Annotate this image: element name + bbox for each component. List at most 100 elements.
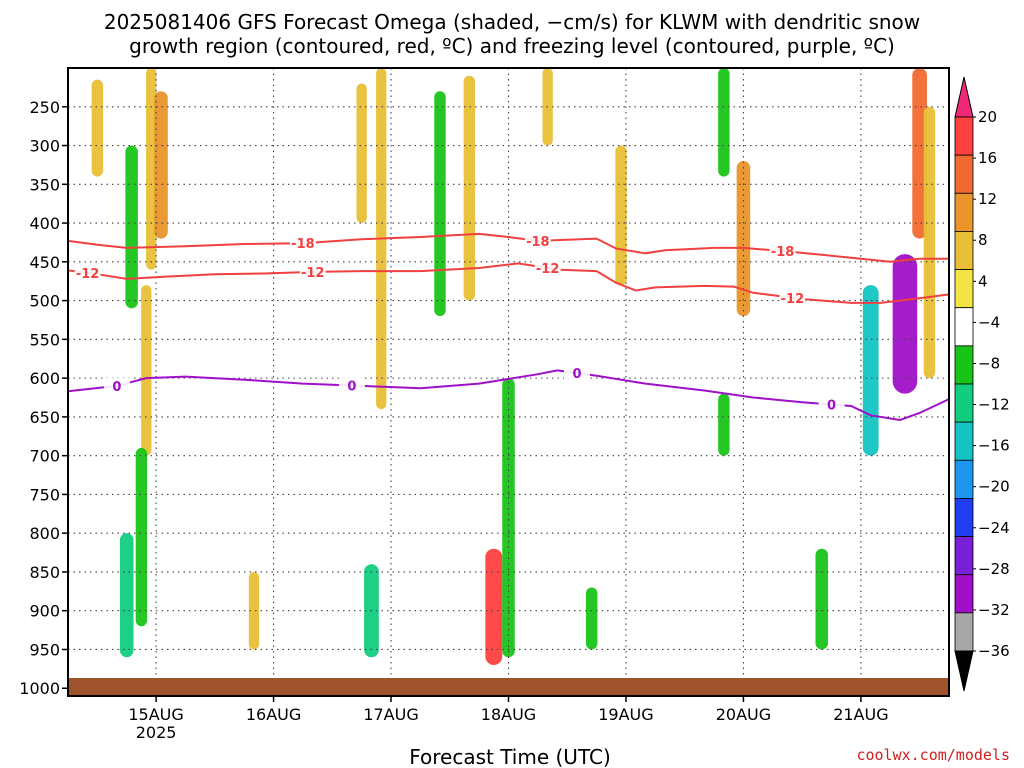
contour-label-bg--12-2 bbox=[534, 260, 561, 276]
x-tick-label-15AUG: 15AUG bbox=[128, 705, 183, 724]
y-tick-label-650: 650 bbox=[29, 408, 60, 427]
x-tick-label-19AUG: 19AUG bbox=[598, 705, 653, 724]
colorbar-label-0: 20 bbox=[978, 108, 997, 126]
credit-text: coolwx.com/models bbox=[856, 746, 1010, 764]
contour-label-bg-0-2 bbox=[564, 365, 591, 381]
colorbar-swatch-8 bbox=[954, 383, 974, 423]
omega-patch-11 bbox=[434, 91, 446, 317]
colorbar-top-arrow bbox=[954, 76, 974, 118]
colorbar-swatch-2 bbox=[954, 154, 974, 194]
omega-patch-1 bbox=[146, 68, 157, 270]
omega-patch-19 bbox=[615, 145, 627, 286]
contour-label--12-3: -12 bbox=[781, 292, 805, 307]
contour-label-0-0: 0 bbox=[112, 380, 121, 395]
y-tick-label-300: 300 bbox=[29, 137, 60, 156]
y-tick-label-700: 700 bbox=[29, 447, 60, 466]
colorbar-label-8: −16 bbox=[978, 437, 1010, 455]
colorbar-swatch-6 bbox=[954, 307, 974, 347]
contour-label-bg--18-1 bbox=[524, 232, 551, 248]
colorbar-swatch-14 bbox=[954, 612, 974, 652]
colorbar-swatch-12 bbox=[954, 536, 974, 576]
omega-patch-6 bbox=[135, 447, 148, 627]
colorbar-label-4: 4 bbox=[978, 272, 988, 290]
contour-label--12-0: -12 bbox=[76, 267, 100, 282]
colorbar-swatch-13 bbox=[954, 574, 974, 614]
colorbar-label-10: −24 bbox=[978, 519, 1010, 537]
y-tick-label-800: 800 bbox=[29, 524, 60, 543]
contour-label-bg--18-2 bbox=[769, 242, 796, 258]
omega-patch-25 bbox=[892, 254, 918, 394]
contour-label-0-1: 0 bbox=[347, 379, 356, 394]
colorbar-swatch-9 bbox=[954, 421, 974, 461]
contour-line--12 bbox=[67, 262, 950, 304]
x-tick-label-20AUG: 20AUG bbox=[716, 705, 771, 724]
omega-patch-22 bbox=[718, 393, 730, 456]
contour-label--12-2: -12 bbox=[536, 262, 560, 277]
y-axis: 250 300 350 400 450 500 550 600 650 700 750 800 850 9… bbox=[19, 98, 68, 698]
omega-patch-5 bbox=[119, 533, 134, 658]
contour-line--18 bbox=[67, 232, 949, 263]
x-tick-sublabel-15AUG: 2025 bbox=[136, 723, 177, 742]
x-tick-label-16AUG: 16AUG bbox=[246, 705, 301, 724]
x-axis-label: Forecast Time (UTC) bbox=[409, 745, 611, 768]
contour-label-0-3: 0 bbox=[827, 398, 836, 413]
x-tick-label-21AUG: 21AUG bbox=[833, 705, 888, 724]
colorbar-swatch-11 bbox=[954, 498, 974, 537]
colorbar-label-7: −12 bbox=[978, 396, 1010, 414]
y-tick-label-400: 400 bbox=[29, 214, 60, 233]
colorbar-label-3: 8 bbox=[978, 231, 988, 249]
contour-label-bg--12-0 bbox=[74, 264, 101, 280]
omega-patch-4 bbox=[125, 145, 138, 309]
y-tick-label-850: 850 bbox=[29, 563, 60, 582]
omega-patch-15 bbox=[502, 378, 515, 658]
contour-label-bg-0-0 bbox=[103, 377, 130, 393]
contour-label-bg-0-1 bbox=[338, 377, 365, 393]
omega-shading-layer bbox=[91, 68, 936, 665]
colorbar-swatch-7 bbox=[954, 345, 974, 385]
contour-label-bg--12-1 bbox=[299, 263, 326, 279]
colorbar: 20 16 12 8 4 −4 −8 −12 −16 −20 −24 −28 −32 −36 bbox=[954, 76, 1010, 692]
colorbar-label-2: 12 bbox=[978, 190, 997, 208]
colorbar-label-12: −32 bbox=[978, 601, 1010, 619]
y-tick-label-950: 950 bbox=[29, 640, 60, 659]
contour-label--18-2: -18 bbox=[771, 245, 795, 260]
omega-patch-2 bbox=[154, 91, 168, 239]
colorbar-label-13: −36 bbox=[978, 642, 1010, 660]
colorbar-swatch-3 bbox=[954, 192, 974, 232]
omega-patch-12 bbox=[463, 75, 476, 301]
x-tick-label-18AUG: 18AUG bbox=[481, 705, 536, 724]
colorbar-swatch-5 bbox=[954, 269, 974, 309]
contour-label--18-0: -18 bbox=[291, 237, 315, 252]
contour-label--18-1: -18 bbox=[526, 235, 550, 250]
omega-patch-27 bbox=[923, 106, 936, 379]
colorbar-label-5: −4 bbox=[978, 313, 1000, 331]
y-tick-label-1000: 1000 bbox=[19, 679, 60, 698]
omega-patch-23 bbox=[815, 548, 828, 650]
chart-title-line-2: growth region (contoured, red, ºC) and f… bbox=[129, 34, 895, 58]
contour-label-bg-0-3 bbox=[818, 396, 845, 412]
omega-patch-24 bbox=[862, 285, 879, 456]
colorbar-swatch-4 bbox=[954, 231, 974, 270]
y-tick-label-500: 500 bbox=[29, 292, 60, 311]
contour-line-0 bbox=[67, 369, 950, 422]
omega-patch-14 bbox=[485, 548, 503, 665]
y-tick-label-750: 750 bbox=[29, 485, 60, 504]
contour-label-bg--12-3 bbox=[779, 289, 806, 305]
colorbar-bottom-arrow bbox=[954, 650, 974, 692]
plot-area: -18 -18 -18 -12 -12 -12 -12 0 0 0 0 bbox=[67, 67, 950, 697]
omega-patch-0 bbox=[91, 79, 104, 177]
colorbar-swatch-10 bbox=[954, 459, 974, 499]
colorbar-label-6: −8 bbox=[978, 354, 1000, 372]
omega-patch-18 bbox=[586, 587, 598, 650]
y-tick-label-450: 450 bbox=[29, 253, 60, 272]
colorbar-swatch-1 bbox=[954, 116, 974, 156]
omega-patch-26 bbox=[912, 68, 927, 239]
chart-title-line-1: 2025081406 GFS Forecast Omega (shaded, −… bbox=[104, 10, 920, 34]
x-tick-label-17AUG: 17AUG bbox=[363, 705, 418, 724]
contour-label-bg--18-0 bbox=[289, 235, 316, 251]
omega-patch-8 bbox=[356, 83, 367, 224]
omega-patch-7 bbox=[248, 571, 260, 650]
y-tick-label-350: 350 bbox=[29, 175, 60, 194]
